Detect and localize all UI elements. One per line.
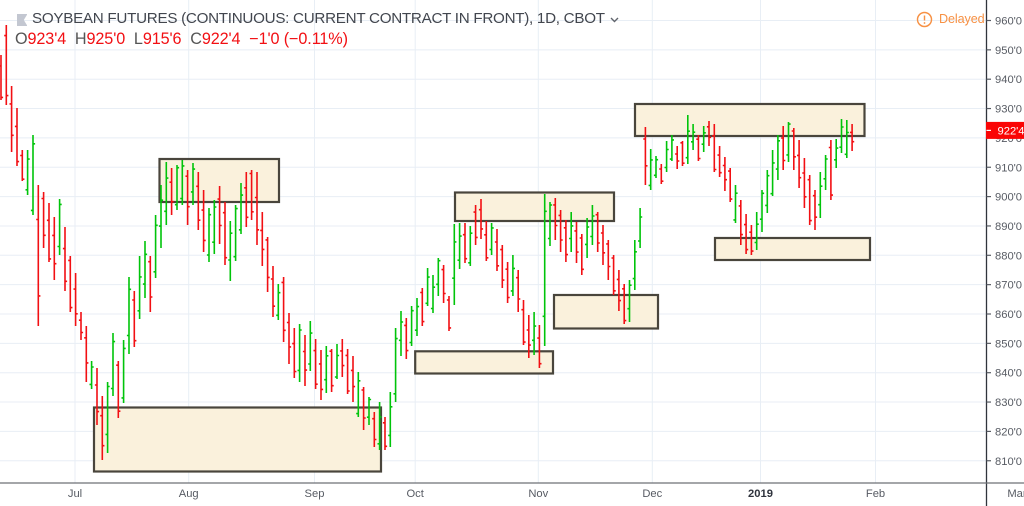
svg-text:880'0: 880'0 [995,250,1022,262]
svg-text:930'0: 930'0 [995,104,1022,116]
svg-text:Mar: Mar [1007,488,1024,500]
svg-text:Oct: Oct [406,488,424,500]
svg-text:Feb: Feb [866,488,885,500]
svg-text:Sep: Sep [305,488,325,500]
svg-text:810'0: 810'0 [995,456,1022,468]
svg-text:2019: 2019 [748,488,773,500]
svg-text:890'0: 890'0 [995,221,1022,233]
svg-text:Nov: Nov [528,488,548,500]
svg-text:910'0: 910'0 [995,162,1022,174]
svg-text:940'0: 940'0 [995,74,1022,86]
svg-text:870'0: 870'0 [995,280,1022,292]
svg-text:960'0: 960'0 [995,16,1022,28]
svg-text:850'0: 850'0 [995,338,1022,350]
svg-text:840'0: 840'0 [995,368,1022,380]
svg-text:900'0: 900'0 [995,192,1022,204]
svg-text:Jul: Jul [68,488,82,500]
svg-text:950'0: 950'0 [995,45,1022,57]
svg-text:922'4: 922'4 [998,125,1024,137]
svg-text:820'0: 820'0 [995,426,1022,438]
svg-text:Aug: Aug [179,488,199,500]
svg-text:830'0: 830'0 [995,397,1022,409]
svg-text:860'0: 860'0 [995,309,1022,321]
svg-text:Dec: Dec [642,488,662,500]
